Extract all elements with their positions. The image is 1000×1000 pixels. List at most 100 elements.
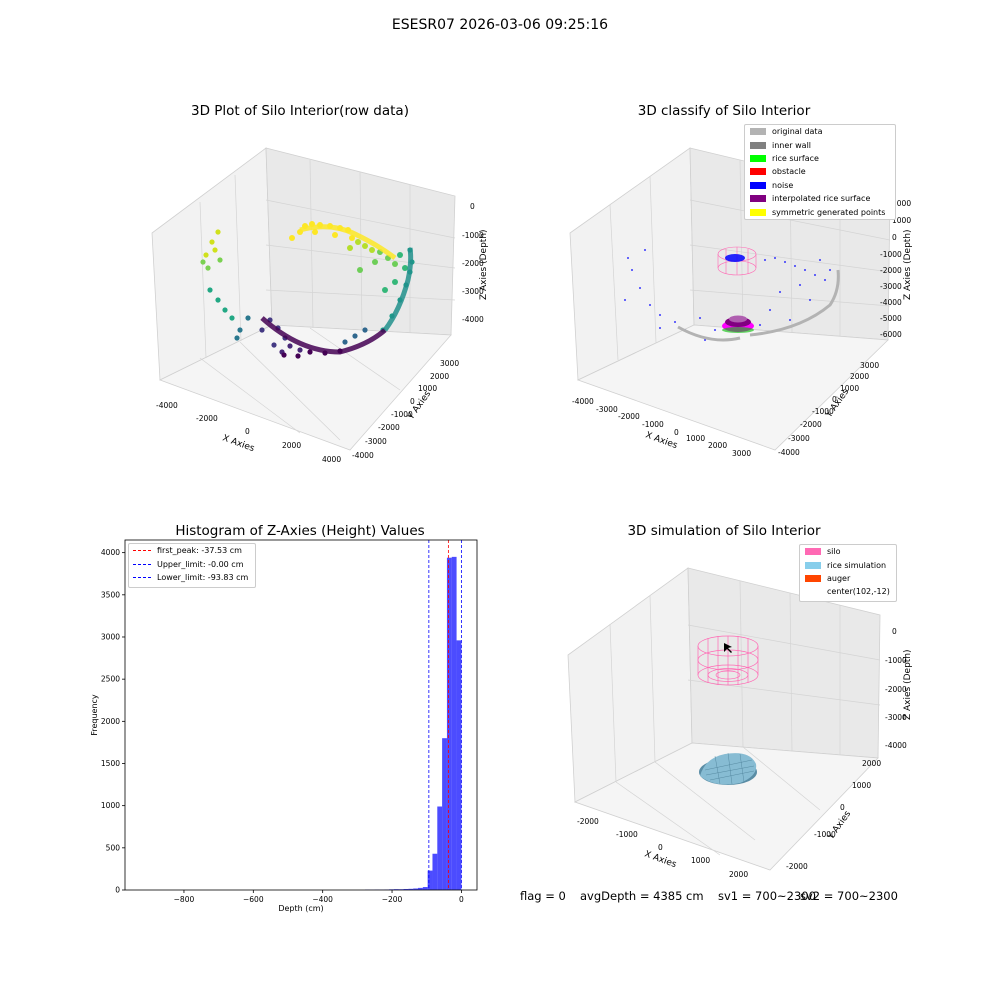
legend-entry: rice simulation [800,558,896,571]
classify-ztick: 0 [892,233,897,242]
legend-entry: auger [800,572,896,585]
classify-legend: original data inner wall rice surface obsta… [744,124,896,220]
figure-title: ESESR07 2026-03-06 09:25:16 [391,17,609,33]
raw-xlabel: X Axies [221,433,256,454]
classify-ztick: 1000 [892,216,911,225]
histogram-bar [432,853,438,890]
histogram-bar [451,556,457,890]
legend-swatch [750,195,766,203]
simulation-xtick: -1000 [616,830,638,839]
legend-label: Lower_limit: -93.83 cm [157,573,249,583]
histogram-bar [437,806,443,890]
simulation-ytick: 1000 [852,781,871,790]
legend-label: obstacle [772,167,806,177]
raw-ztick: -1000 [462,231,484,240]
classify-ztick: -5000 [880,314,902,323]
legend-entry: interpolated rice surface [745,192,895,205]
histogram-ylabel: Frequency [90,694,99,736]
classify-plot-title: 3D classify of Silo Interior [637,103,811,119]
raw-ytick: 1000 [418,384,437,393]
sv1-text: sv1 = 700~2300 [718,889,816,903]
legend-label: Upper_limit: -0.00 cm [157,559,244,569]
raw-ztick: -2000 [462,259,484,268]
legend-entry: Lower_limit: -93.83 cm [129,571,255,585]
simulation-xlabel: X Axies [643,849,678,870]
histogram-ytick-label: 3000 [101,632,120,641]
histogram-xtick-label: −400 [312,895,333,904]
raw-xtick: -2000 [196,414,218,423]
legend-entry: original data [745,125,895,138]
simulation-ytick: 2000 [862,759,881,768]
histogram-bar [422,887,428,890]
classify-rice-surface [722,315,754,333]
simulation-ytick: 0 [840,803,845,812]
classify-zlabel: Z Axies (Depth) [903,229,913,300]
histogram-bar [442,738,447,890]
histogram-xtick-label: −600 [243,895,264,904]
classify-ytick: 0 [832,395,837,404]
legend-entry: rice surface [745,152,895,165]
legend-label: noise [772,180,794,190]
histogram-ytick-label: 3500 [101,590,120,599]
simulation-ztick: -1000 [885,656,907,665]
simulation-ztick: 0 [892,627,897,636]
histogram-bar [408,888,414,890]
histogram-bar [427,870,433,890]
simulation-xtick: -2000 [577,817,599,826]
raw-ytick: -4000 [352,451,374,460]
simulation-legend: silo rice simulation auger center(102,-12) [799,544,897,602]
legend-swatch [805,574,821,582]
legend-label: rice surface [772,153,819,163]
simulation-silo-cylinder [697,635,759,686]
histogram-bar [413,888,419,890]
legend-line-sample [133,563,151,565]
legend-entry: first_peak: -37.53 cm [129,544,255,558]
legend-entry: symmetric generated points [745,205,895,218]
classify-xtick: -3000 [596,405,618,414]
legend-swatch [805,588,821,595]
histogram-ytick-label: 2500 [101,675,120,684]
legend-swatch [805,548,821,556]
classify-ytick: 2000 [850,372,869,381]
legend-entry: obstacle [745,165,895,178]
classify-noise-points [624,249,831,341]
classify-ytick: -2000 [800,420,822,429]
classify-ztick: -3000 [880,282,902,291]
histogram-ytick-label: 4000 [101,548,120,557]
raw-ytick: -1000 [391,410,413,419]
legend-line-sample [133,550,151,552]
simulation-xtick: 2000 [729,870,748,879]
classify-ytick: -3000 [788,434,810,443]
histogram-title: Histogram of Z-Axies (Height) Values [175,523,425,539]
histogram-xlabel: Depth (cm) [278,904,323,913]
legend-swatch [750,168,766,176]
classify-xtick: 0 [674,428,679,437]
legend-label: inner wall [772,140,812,150]
raw-ytick: 0 [410,397,415,406]
flag-text: flag = 0 [520,889,566,903]
legend-label: center(102,-12) [827,587,890,597]
legend-label: interpolated rice surface [772,194,871,204]
raw-ytick: 3000 [440,359,459,368]
sv2-text: sv2 = 700~2300 [800,889,898,903]
histogram-ytick-label: 0 [115,886,120,895]
classify-ztick: -1000 [880,250,902,259]
raw-ztick: 0 [470,202,475,211]
histogram-xtick-label: −800 [174,895,195,904]
classify-xtick: -4000 [572,397,594,406]
raw-ztick: -3000 [462,287,484,296]
legend-label: rice simulation [827,560,887,570]
legend-entry: Upper_limit: -0.00 cm [129,558,255,572]
classify-ztick: 2000 [892,199,911,208]
histogram-xtick-label: −200 [382,895,403,904]
histogram-bar [456,640,462,890]
avgdepth-text: avgDepth = 4385 cm [580,889,704,903]
classify-ytick: 1000 [840,384,859,393]
legend-label: first_peak: -37.53 cm [157,546,242,556]
legend-label: silo [827,547,841,557]
legend-entry: inner wall [745,138,895,151]
simulation-ztick: -2000 [885,685,907,694]
simulation-ytick: -1000 [814,830,836,839]
simulation-rice-surface [699,752,757,785]
raw-zlabel: Z Axies (Depth) [479,229,489,300]
